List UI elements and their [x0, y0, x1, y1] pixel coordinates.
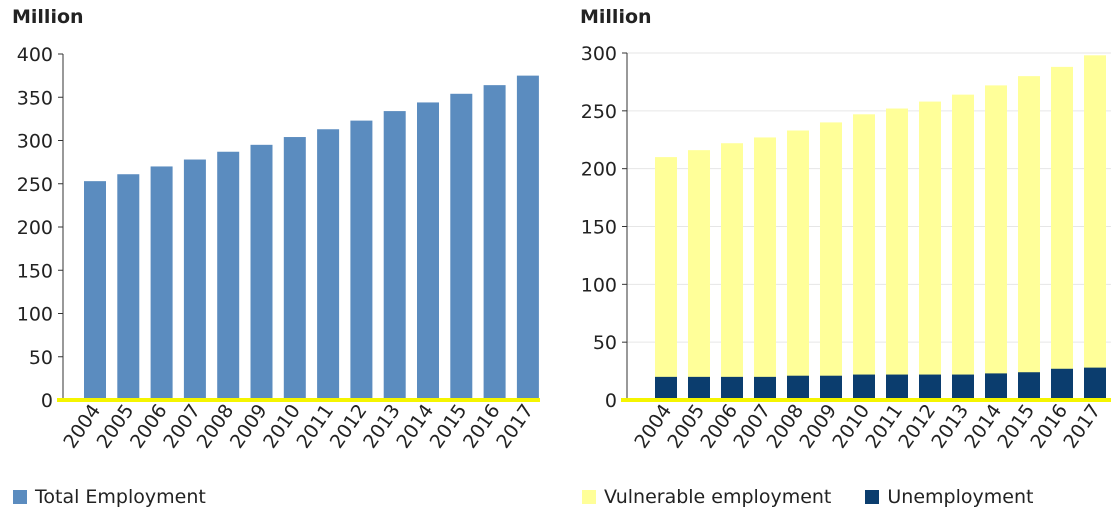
bar-total-employment: [183, 159, 206, 400]
bar-total-employment: [250, 144, 273, 400]
bar-vulnerable-employment: [952, 94, 974, 400]
bar-vulnerable-employment: [853, 114, 875, 400]
bar-total-employment: [350, 120, 373, 400]
bar-unemployment: [853, 374, 875, 400]
bar-unemployment: [655, 376, 677, 400]
x-tick-label: 2017: [1059, 400, 1105, 452]
y-tick-label: 150: [581, 217, 617, 239]
bar-total-employment: [150, 166, 173, 400]
bar-total-employment: [516, 75, 539, 400]
bar-vulnerable-employment: [820, 122, 842, 401]
bar-vulnerable-employment: [886, 108, 908, 401]
bar-vulnerable-employment: [787, 130, 809, 400]
y-tick-label: 250: [581, 101, 617, 123]
y-tick-label: 0: [605, 390, 617, 412]
legend-swatch: [582, 490, 596, 504]
legend-label: Total Employment: [35, 486, 206, 508]
y-unit-label: Million: [12, 6, 84, 28]
bar-total-employment: [84, 181, 106, 400]
y-tick-label: 200: [17, 217, 53, 239]
y-tick-label: 250: [17, 174, 53, 196]
bar-unemployment: [1084, 367, 1106, 400]
bar-vulnerable-employment: [985, 85, 1007, 401]
vulnerable-unemployment-chart: Million 0 50 100 150 200 250 300 2004 2005 2006 20…: [565, 0, 1119, 513]
chart-plot: 0501001502002503002004200520062007200820…: [581, 43, 1111, 452]
bar-unemployment: [820, 375, 842, 400]
bar-unemployment: [1018, 372, 1040, 400]
bar-unemployment: [1051, 368, 1073, 400]
y-tick-label: 100: [17, 304, 53, 326]
y-tick-label: 300: [581, 43, 617, 65]
bar-unemployment: [688, 376, 710, 400]
y-tick-label: 400: [17, 44, 53, 66]
legend-item-unemployment: Unemployment: [865, 486, 1033, 508]
bar-total-employment: [417, 102, 439, 400]
bar-total-employment: [450, 93, 473, 400]
legend-label: Unemployment: [887, 486, 1034, 508]
y-tick-label: 200: [581, 159, 617, 181]
bar-unemployment: [886, 374, 908, 400]
legend: Total Employment: [13, 486, 240, 508]
y-tick-label: 50: [29, 347, 53, 369]
bar-vulnerable-employment: [655, 157, 677, 400]
bar-unemployment: [721, 376, 743, 400]
bar-vulnerable-employment: [754, 137, 776, 401]
bar-vulnerable-employment: [721, 143, 743, 400]
y-tick-label: 350: [17, 87, 53, 109]
y-tick-label: 0: [41, 390, 53, 412]
y-unit-label: Million: [580, 6, 652, 28]
y-tick-label: 300: [17, 131, 53, 153]
bar-total-employment: [283, 137, 306, 401]
bar-total-employment: [383, 111, 406, 400]
bar-total-employment: [117, 174, 140, 400]
legend: Vulnerable employment Unemployment: [582, 486, 1067, 508]
legend-swatch: [13, 490, 27, 504]
legend-item-total-employment: Total Employment: [13, 486, 206, 508]
y-tick-label: 150: [17, 260, 53, 282]
bar-unemployment: [952, 374, 974, 400]
bar-unemployment: [985, 373, 1007, 400]
bar-total-employment: [483, 85, 506, 400]
legend-label: Vulnerable employment: [604, 486, 832, 508]
bar-unemployment: [754, 376, 776, 400]
bar-vulnerable-employment: [1018, 76, 1040, 400]
total-employment-chart: Million 0 50 100 150 200 250 300 350 400 2004 2005…: [0, 0, 550, 513]
bar-vulnerable-employment: [688, 150, 710, 400]
bar-vulnerable-employment: [1084, 55, 1106, 401]
bar-vulnerable-employment: [919, 101, 941, 400]
bar-total-employment: [317, 129, 340, 400]
legend-swatch: [865, 490, 880, 504]
bar-total-employment: [217, 151, 240, 400]
y-tick-label: 100: [581, 274, 617, 296]
y-tick-label: 50: [593, 332, 617, 354]
bar-unemployment: [919, 374, 941, 400]
bar-vulnerable-employment: [1051, 66, 1073, 400]
legend-item-vulnerable-employment: Vulnerable employment: [582, 486, 831, 508]
bar-unemployment: [787, 375, 809, 400]
chart-plot: 0501001502002503003504002004200520062007…: [17, 44, 540, 452]
x-tick-label: 2017: [492, 400, 538, 452]
